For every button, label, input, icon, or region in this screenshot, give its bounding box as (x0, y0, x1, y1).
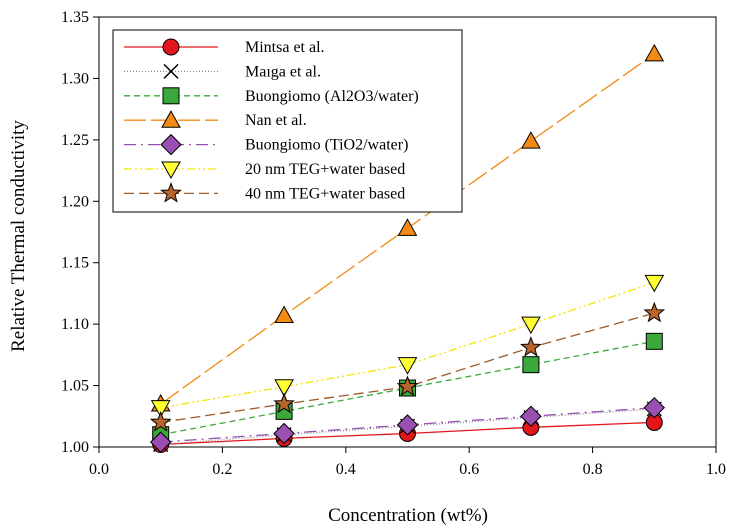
legend-marker (160, 133, 182, 156)
series-line (160, 281, 655, 409)
data-point (643, 301, 666, 323)
data-point (644, 274, 665, 293)
axes: 0.0 0.2 0.4 0.6 0.8 1.0 1.00 1.05 1.10 1.15 1.20 1.… (61, 9, 726, 478)
y-tick-label: 1.35 (61, 9, 89, 26)
legend-label: 20 nm TEG+water based (245, 161, 405, 178)
data-point (150, 400, 171, 418)
data-point (644, 43, 665, 62)
x-axis-label: Concentration (wt%) (328, 505, 488, 526)
x-tick-label: 0.0 (89, 461, 109, 478)
x-tick-label: 0.8 (583, 461, 603, 478)
data-point (273, 392, 295, 414)
data-point (149, 410, 172, 432)
data-point (521, 131, 541, 149)
legend-label: Nan et al. (245, 112, 307, 129)
y-tick-label: 1.05 (61, 378, 89, 395)
data-point (397, 218, 418, 236)
data-point (521, 316, 541, 335)
legend-marker (161, 110, 181, 128)
data-point (397, 357, 418, 375)
legend-marker (161, 161, 181, 180)
series-layer (149, 43, 666, 454)
legend-label: Buongiomo (TiO2/water) (245, 137, 408, 154)
data-point (396, 414, 419, 436)
y-tick-label: 1.30 (61, 70, 89, 87)
legend-label: Mintsa et al. (245, 39, 325, 56)
legend-marker (162, 38, 180, 56)
legend-marker (163, 63, 179, 79)
legend-marker (162, 87, 180, 105)
series-5 (149, 396, 666, 453)
legend: Mintsa et al. Maıga et al. Buongiomo (Al2O… (112, 29, 463, 213)
y-tick-label: 1.20 (61, 193, 89, 210)
plot-frame (98, 16, 717, 448)
data-point (396, 375, 419, 397)
data-point (522, 356, 540, 374)
legend-label: 40 nm TEG+water based (245, 185, 405, 202)
data-point (645, 332, 663, 350)
data-point (274, 305, 294, 324)
data-point (149, 431, 172, 453)
x-tick-label: 0.2 (212, 461, 232, 478)
data-point (273, 422, 295, 445)
x-tick-label: 0.4 (336, 461, 356, 478)
legend-label: Buongiomo (Al2O3/water) (245, 88, 419, 105)
y-tick-label: 1.25 (61, 132, 89, 149)
series-4 (150, 43, 665, 412)
y-tick-label: 1.15 (61, 255, 89, 272)
y-tick-label: 1.00 (61, 439, 89, 456)
x-tick-label: 1.0 (706, 461, 726, 478)
x-tick-label: 0.6 (459, 461, 479, 478)
data-point (274, 379, 294, 397)
data-point (643, 396, 666, 419)
series-6 (150, 274, 665, 418)
y-axis-label: Relative Thermal conductivity (8, 120, 29, 352)
legend-marker (160, 181, 182, 203)
data-point (520, 405, 542, 427)
y-tick-label: 1.10 (61, 316, 89, 333)
legend-label: Maıga et al. (245, 63, 321, 80)
data-point (520, 336, 542, 357)
series-7 (149, 301, 666, 432)
